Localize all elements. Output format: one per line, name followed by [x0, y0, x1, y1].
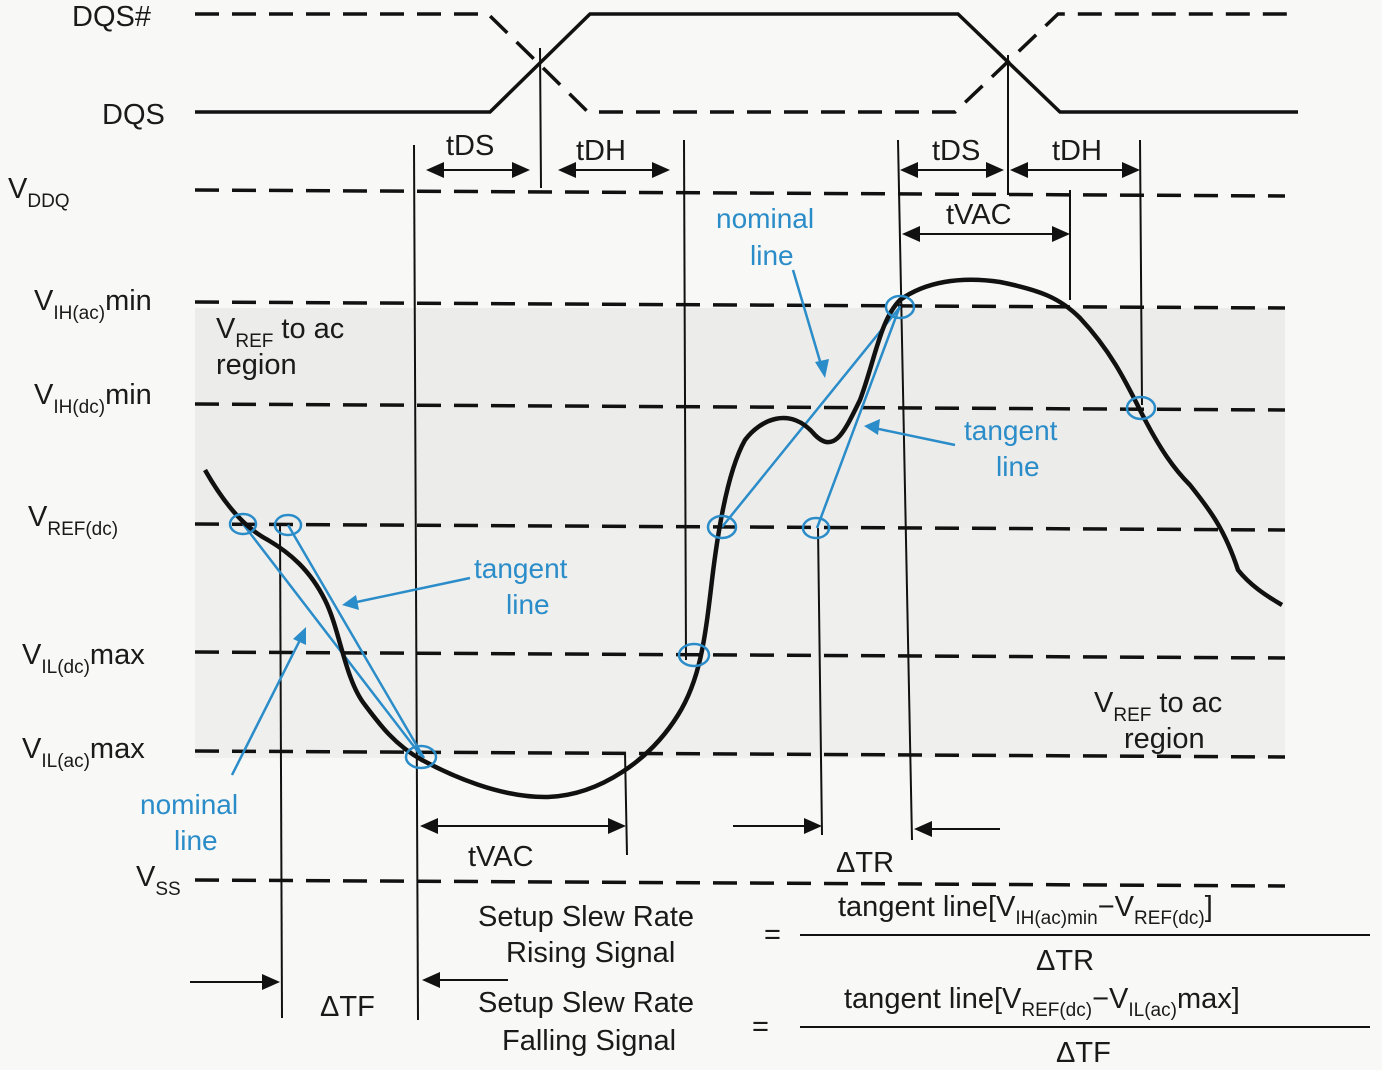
vddq-label: VDDQ: [8, 173, 70, 212]
nominal-line-top-label-2: line: [750, 240, 794, 271]
tvac-bottom-arrow: [420, 818, 626, 834]
vih-ac-label: VIH(ac)min: [34, 285, 152, 324]
vss-label: VSS: [136, 861, 181, 900]
delta-tr-label: ΔTR: [836, 847, 894, 879]
data-signal: [203, 277, 1284, 800]
crossing-marker: [1125, 395, 1157, 421]
formula-numerator: tangent line[VIH(ac)min−VREF(dc)]: [838, 891, 1213, 929]
vil-dc-line: [194, 650, 1286, 660]
tangent-line-left-label: tangent: [474, 553, 568, 584]
marker-line: [413, 144, 419, 1021]
region-top-label: VREF to ac: [216, 313, 344, 352]
region-bottom-label: VREF to ac: [1094, 687, 1222, 726]
nominal-line-bottom-label: nominal: [140, 789, 238, 820]
crossing-marker: [228, 512, 258, 536]
marker-line: [539, 47, 542, 189]
crossing-marker: [706, 514, 738, 540]
vref-to-ac-region-top: [195, 308, 1285, 528]
nominal-line-top-label: nominal: [716, 203, 814, 234]
dqs-label: DQS: [102, 99, 165, 131]
formula-name: Setup Slew Rate: [478, 901, 694, 933]
delta-tf-arrows: [190, 972, 508, 990]
vddq-line: [194, 188, 1286, 198]
tangent-line-right-label-2: line: [996, 451, 1040, 482]
tdh-left-label: tDH: [576, 135, 626, 167]
tangent-line-rising: [815, 305, 902, 529]
dqs-bar-label: DQS#: [72, 1, 151, 33]
crossing-marker: [677, 642, 711, 668]
marker-line: [279, 524, 283, 1019]
crossing-marker: [884, 294, 916, 320]
tdh-right-label: tDH: [1052, 135, 1102, 167]
dqs-waveform: [195, 12, 1298, 114]
tangent-line-left-label-2: line: [506, 589, 550, 620]
pointer-nominal-bottom: [230, 627, 306, 776]
tdh-left-arrow: [558, 162, 670, 178]
tangent-line-falling: [286, 524, 426, 759]
pointer-tangent-right: [864, 419, 956, 447]
tds-right-label: tDS: [932, 135, 980, 167]
crossing-marker: [801, 516, 831, 540]
vih-dc-line: [194, 402, 1286, 412]
nominal-line-falling: [242, 523, 423, 758]
delta-tr-arrows: [733, 818, 1000, 837]
vss-line: [194, 878, 1286, 888]
nominal-line-bottom-label-2: line: [174, 825, 218, 856]
delta-tf-label: ΔTF: [320, 991, 375, 1023]
crossing-marker: [404, 744, 438, 770]
marker-line: [683, 139, 687, 661]
tangent-line-right-label: tangent: [964, 415, 1058, 446]
tds-left-label: tDS: [446, 130, 494, 162]
vil-dc-label: VIL(dc)max: [22, 639, 145, 678]
vil-ac-line: [194, 749, 1286, 759]
vih-dc-label: VIH(dc)min: [34, 379, 152, 418]
tvac-top-label: tVAC: [946, 199, 1012, 231]
rising-slew-rate-formula: Setup Slew Rate Rising Signal = tangent …: [478, 891, 1370, 977]
falling-slew-rate-formula: Setup Slew Rate Falling Signal = tangent…: [478, 983, 1370, 1069]
formula-denominator: ΔTR: [1036, 945, 1094, 977]
formula-denominator: ΔTF: [1056, 1037, 1111, 1069]
formula-equals: =: [764, 919, 781, 951]
tvac-bottom-label: tVAC: [468, 841, 534, 873]
marker-line: [897, 139, 913, 841]
region-top-label-2: region: [216, 349, 297, 381]
crossing-marker: [273, 513, 303, 537]
dqs-bar-waveform: [195, 12, 1298, 114]
vih-ac-line: [194, 300, 1286, 310]
tds-left-arrow: [426, 162, 530, 178]
region-bottom-label-2: region: [1124, 723, 1205, 755]
marker-line: [817, 527, 823, 836]
tdh-right-arrow: [1010, 162, 1140, 178]
formula-numerator: tangent line[VREF(dc)−VIL(ac)max]: [844, 983, 1240, 1021]
formula-name: Falling Signal: [502, 1025, 676, 1057]
marker-line: [1139, 139, 1143, 406]
formula-name: Rising Signal: [506, 937, 675, 969]
formula-name: Setup Slew Rate: [478, 987, 694, 1019]
vil-ac-label: VIL(ac)max: [22, 733, 145, 772]
tds-right-arrow: [900, 162, 1004, 178]
pointer-nominal-top: [791, 269, 829, 378]
tvac-top-arrow: [902, 226, 1070, 242]
vref-dc-label: VREF(dc): [28, 501, 118, 540]
pointer-tangent-left: [342, 576, 471, 610]
vref-dc-line: [194, 522, 1286, 532]
formula-equals: =: [752, 1011, 769, 1043]
nominal-line-rising: [721, 306, 901, 528]
